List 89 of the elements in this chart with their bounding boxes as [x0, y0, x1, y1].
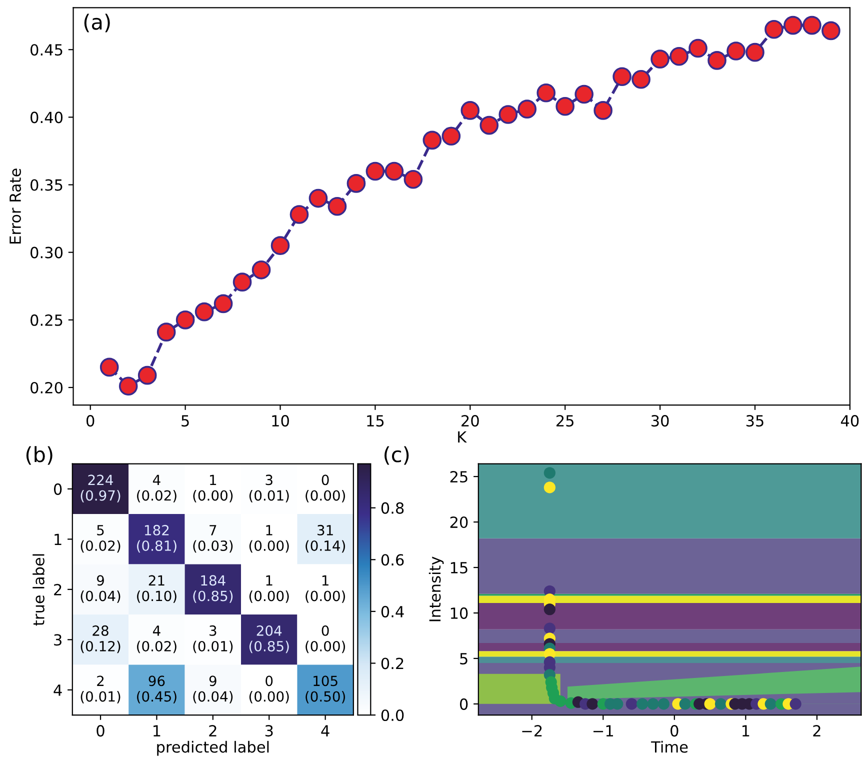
data-label: 4 (0.02): [137, 474, 176, 502]
point: [704, 698, 716, 710]
x-tick-label: 0: [96, 725, 104, 737]
x-tick-label: 30: [651, 415, 669, 427]
data-label: 96 (0.45): [137, 676, 176, 704]
y-tick-label: 0.30: [30, 246, 63, 258]
y-tick-label: 0: [460, 698, 468, 710]
point: [586, 698, 598, 710]
x-tick-label: 10: [272, 415, 289, 427]
y-axis-title: Intensity: [428, 556, 444, 622]
data-label: 0 (0.00): [306, 625, 346, 654]
data-label: 3 (0.01): [193, 625, 233, 654]
point: [544, 482, 556, 494]
x-tick-label: 25: [556, 415, 574, 427]
x-tick-label: −1: [593, 725, 613, 736]
data-label: 4 (0.02): [137, 626, 176, 654]
data-label: 7 (0.03): [193, 525, 233, 553]
data-label: 0 (0.00): [249, 676, 289, 704]
data-label: 184 (0.85): [193, 575, 233, 603]
x-tick-label: 35: [746, 415, 764, 427]
point: [714, 698, 727, 710]
point: [636, 698, 648, 710]
x-axis-title: Time: [651, 740, 688, 753]
y-tick-label: 25: [450, 471, 468, 483]
data-label: 3 (0.01): [249, 474, 289, 502]
color-bar-label: 0.6: [381, 554, 404, 566]
x-tick-label: 0: [670, 725, 678, 737]
data-label: 105 (0.50): [306, 676, 346, 704]
y-tick-label: 0.25: [30, 314, 62, 326]
y-tick-label: 0.40: [30, 112, 63, 124]
color-bar-label: 0.8: [381, 502, 404, 514]
data-label: 182 (0.81): [137, 524, 176, 553]
x-tick-label: 1: [154, 725, 160, 736]
y-tick-label: 1: [54, 534, 62, 545]
point: [554, 695, 566, 708]
data-label: 224 (0.97): [80, 474, 120, 502]
data-label: 9 (0.04): [193, 676, 233, 704]
point: [544, 604, 556, 616]
color-bar-label: 0.2: [381, 658, 404, 670]
data-label: 31 (0.14): [306, 524, 346, 553]
point: [544, 467, 556, 479]
point: [790, 698, 802, 710]
x-axis-title: K: [458, 431, 467, 443]
chart-title: (c): [384, 446, 409, 465]
point: [544, 622, 556, 634]
y-axis-title: true label: [32, 554, 44, 626]
y-tick-label: 0.35: [30, 179, 62, 191]
x-tick-label: 4: [321, 725, 330, 736]
y-tick-label: 20: [450, 516, 468, 528]
point: [679, 698, 691, 710]
x-tick-label: 1: [742, 725, 750, 736]
color-bar-label: 0.4: [381, 606, 404, 618]
data-label: 204 (0.85): [249, 625, 289, 654]
color-bar-label: 0.0: [381, 709, 404, 722]
x-axis-title: predicted label: [157, 740, 269, 756]
y-tick-label: 0: [54, 483, 62, 495]
x-tick-label: −2: [522, 725, 542, 736]
data-label: 1 (0.00): [306, 575, 346, 603]
y-axis-title: Error Rate: [10, 168, 22, 244]
x-tick-label: 5: [182, 415, 189, 427]
point: [626, 698, 638, 710]
y-tick-label: 4: [54, 684, 62, 696]
data-label: 1 (0.00): [249, 575, 289, 603]
chart-title: (a): [84, 14, 110, 32]
y-tick-label: 2: [54, 584, 62, 596]
data-label: 1 (0.00): [193, 474, 233, 502]
data-label: 0 (0.00): [306, 474, 346, 502]
x-tick-label: 40: [840, 415, 859, 427]
x-tick-label: 2: [209, 725, 216, 736]
data-label: 9 (0.04): [80, 575, 120, 603]
y-tick-label: 0.20: [30, 382, 63, 394]
point: [764, 698, 776, 710]
x-tick-label: 2: [813, 725, 820, 736]
chart-title: (b): [26, 446, 52, 465]
data-label: 28 (0.12): [80, 625, 120, 654]
y-tick-label: 10: [450, 607, 468, 619]
y-tick-label: 0.45: [30, 44, 62, 56]
y-tick-label: 15: [450, 562, 468, 574]
point: [647, 698, 659, 710]
y-tick-label: 3: [54, 634, 62, 646]
x-tick-label: 3: [265, 725, 273, 737]
x-tick-label: 15: [367, 415, 384, 427]
data-label: 5 (0.02): [80, 525, 120, 553]
data-label: 2 (0.01): [80, 676, 120, 704]
x-tick-label: 0: [86, 415, 94, 427]
data-label: 21 (0.10): [137, 575, 176, 603]
point: [658, 698, 670, 710]
y-tick-label: 5: [460, 653, 468, 664]
data-label: 1 (0.00): [249, 525, 289, 553]
